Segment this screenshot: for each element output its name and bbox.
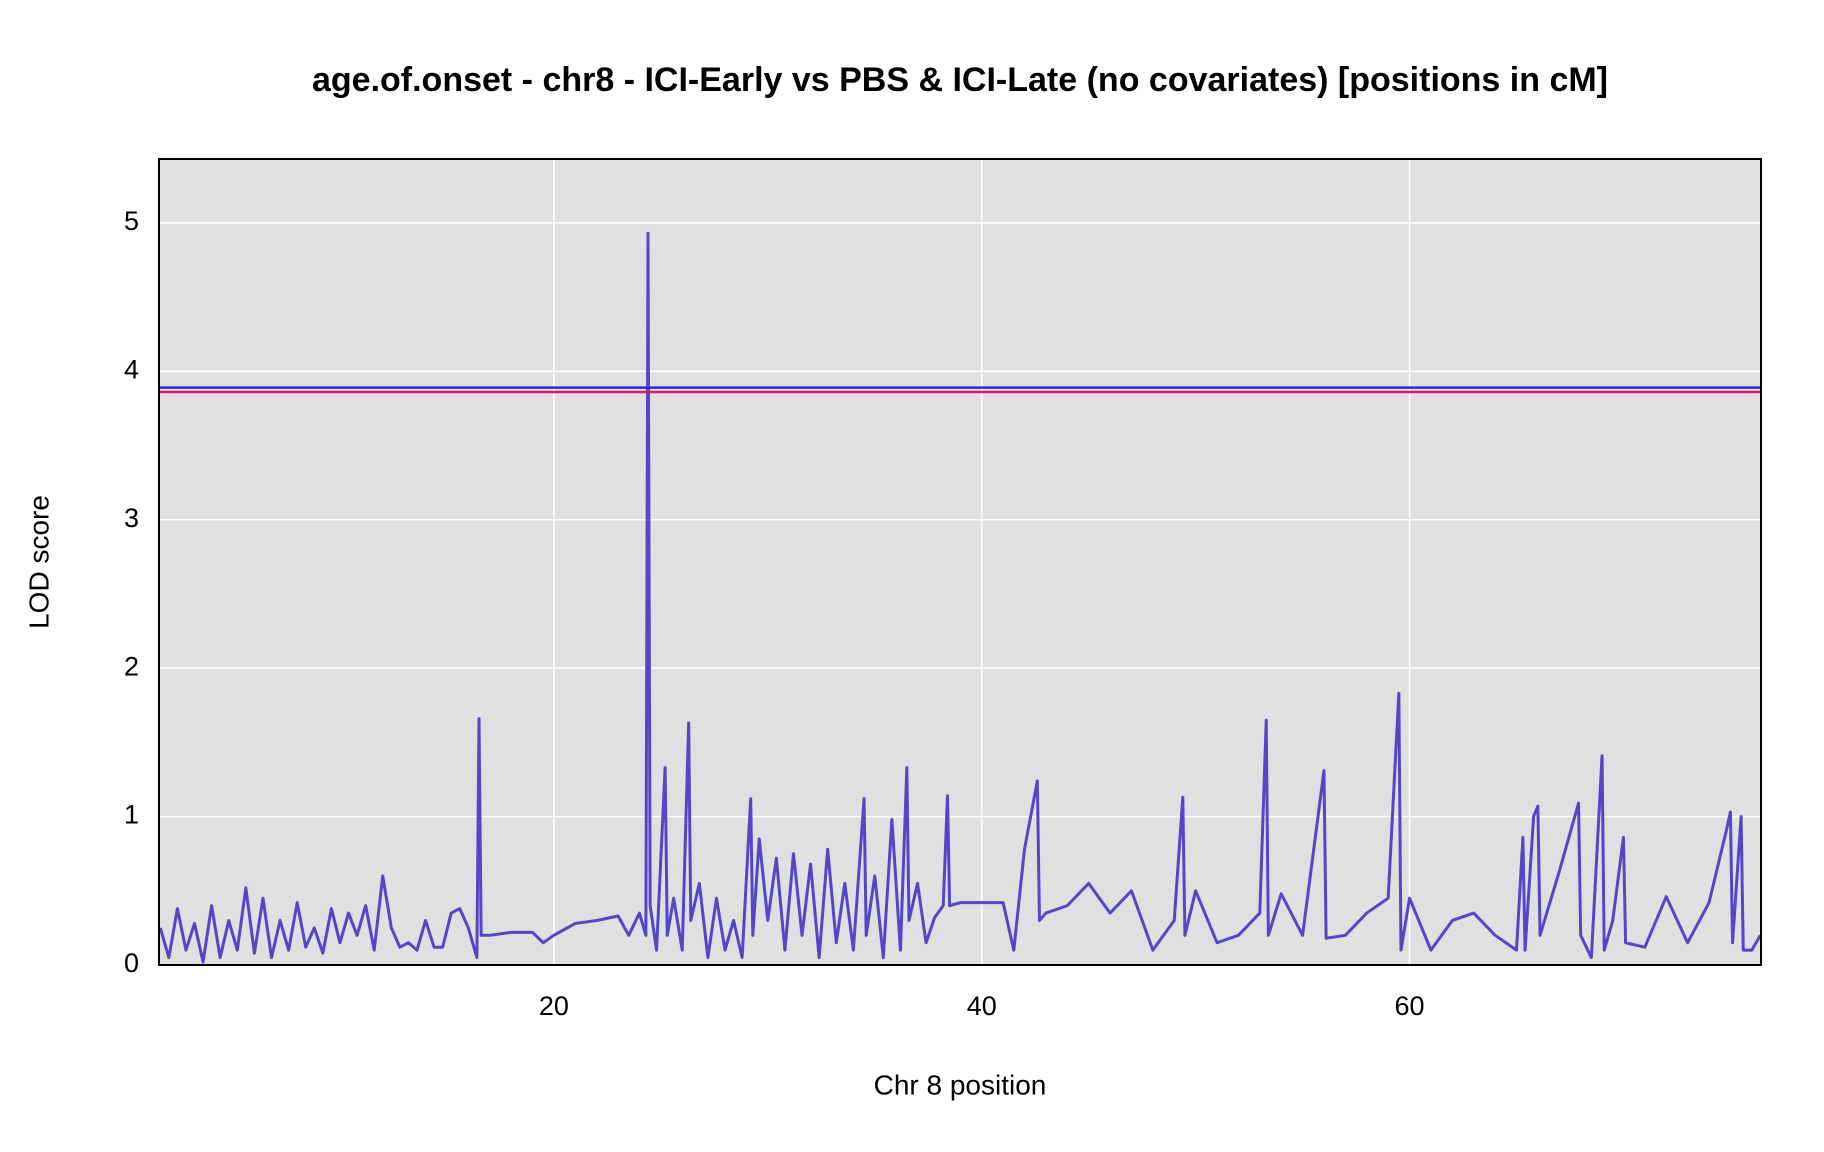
- plot-border: [158, 158, 1762, 966]
- x-tick-label: 40: [967, 991, 997, 1021]
- x-axis-title: Chr 8 position: [874, 1069, 1047, 1100]
- y-tick-label: 0: [124, 948, 139, 978]
- chart-title: age.of.onset - chr8 - ICI-Early vs PBS &…: [312, 61, 1608, 99]
- y-tick-label: 4: [124, 354, 139, 384]
- y-tick-label: 5: [124, 206, 139, 236]
- x-tick-label: 20: [539, 991, 569, 1021]
- lod-line: [158, 231, 1762, 964]
- y-tick-label: 1: [124, 800, 139, 830]
- y-tick-label: 3: [124, 503, 139, 533]
- y-tick-label: 2: [124, 651, 139, 681]
- plot-area: [159, 159, 1761, 965]
- y-axis-title: LOD score: [23, 495, 54, 629]
- x-tick-label: 60: [1395, 991, 1425, 1021]
